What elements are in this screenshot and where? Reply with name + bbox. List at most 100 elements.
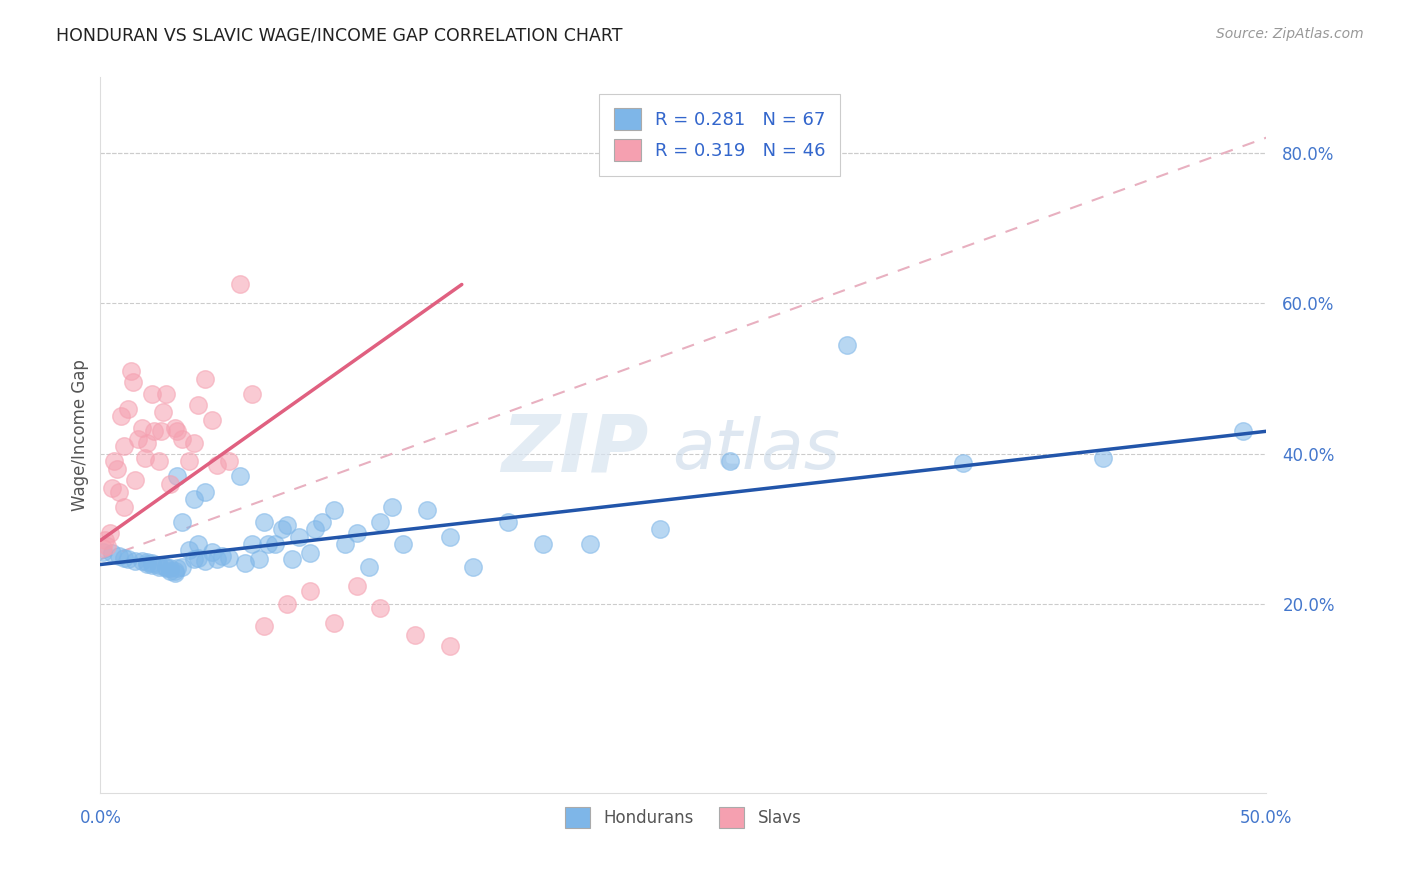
Hondurans: [187, 550, 209, 565]
Hondurans: [141, 556, 163, 570]
Text: ZIP: ZIP: [501, 410, 648, 488]
Slavs: [149, 425, 172, 439]
Slavs: [170, 432, 193, 446]
Slavs: [108, 484, 131, 499]
Slavs: [148, 454, 170, 468]
Text: HONDURAN VS SLAVIC WAGE/INCOME GAP CORRELATION CHART: HONDURAN VS SLAVIC WAGE/INCOME GAP CORRE…: [56, 27, 623, 45]
Slavs: [124, 473, 146, 487]
Text: atlas: atlas: [672, 416, 839, 483]
Slavs: [134, 450, 156, 465]
Hondurans: [952, 456, 974, 470]
Slavs: [131, 420, 153, 434]
Hondurans: [381, 500, 404, 514]
Hondurans: [136, 555, 159, 569]
Slavs: [229, 277, 252, 292]
Hondurans: [155, 561, 177, 575]
Slavs: [201, 413, 224, 427]
Slavs: [404, 627, 426, 641]
Hondurans: [368, 515, 391, 529]
Hondurans: [183, 552, 205, 566]
Legend: Hondurans, Slavs: Hondurans, Slavs: [558, 801, 808, 834]
Hondurans: [148, 558, 170, 573]
Hondurans: [155, 559, 177, 574]
Hondurans: [124, 554, 146, 568]
Hondurans: [287, 530, 309, 544]
Slavs: [187, 398, 209, 412]
Hondurans: [1232, 425, 1254, 439]
Hondurans: [648, 522, 671, 536]
Hondurans: [141, 558, 163, 573]
Hondurans: [229, 469, 252, 483]
Hondurans: [159, 561, 181, 575]
Hondurans: [166, 469, 188, 483]
Hondurans: [159, 564, 181, 578]
Slavs: [205, 458, 228, 472]
Hondurans: [718, 454, 741, 468]
Slavs: [136, 435, 159, 450]
Text: Source: ZipAtlas.com: Source: ZipAtlas.com: [1216, 27, 1364, 41]
Slavs: [127, 432, 149, 446]
Hondurans: [276, 518, 298, 533]
Slavs: [91, 541, 114, 555]
Hondurans: [194, 554, 217, 568]
Hondurans: [233, 556, 256, 570]
Hondurans: [1092, 450, 1115, 465]
Slavs: [155, 386, 177, 401]
Hondurans: [531, 537, 554, 551]
Hondurans: [163, 564, 186, 578]
Hondurans: [304, 522, 326, 536]
Hondurans: [346, 525, 368, 540]
Hondurans: [439, 530, 461, 544]
Hondurans: [280, 552, 302, 566]
Slavs: [240, 386, 263, 401]
Hondurans: [579, 537, 602, 551]
Hondurans: [187, 537, 209, 551]
Hondurans: [322, 503, 344, 517]
Slavs: [117, 401, 139, 416]
Slavs: [141, 386, 163, 401]
Slavs: [94, 533, 117, 548]
Slavs: [276, 598, 298, 612]
Slavs: [322, 616, 344, 631]
Hondurans: [264, 537, 287, 551]
Hondurans: [835, 337, 858, 351]
Slavs: [368, 601, 391, 615]
Slavs: [194, 371, 217, 385]
Hondurans: [205, 552, 228, 566]
Slavs: [166, 425, 188, 439]
Hondurans: [498, 515, 520, 529]
Hondurans: [311, 515, 333, 529]
Slavs: [299, 583, 322, 598]
Hondurans: [252, 515, 274, 529]
Hondurans: [183, 491, 205, 506]
Hondurans: [240, 537, 263, 551]
Slavs: [177, 454, 200, 468]
Hondurans: [335, 537, 357, 551]
Hondurans: [170, 515, 193, 529]
Slavs: [98, 525, 121, 540]
Slavs: [163, 420, 186, 434]
Slavs: [101, 481, 124, 495]
Hondurans: [131, 554, 153, 568]
Slavs: [105, 462, 128, 476]
Slavs: [120, 364, 142, 378]
Hondurans: [170, 559, 193, 574]
Slavs: [112, 500, 135, 514]
Slavs: [152, 405, 174, 419]
Hondurans: [108, 549, 131, 563]
Slavs: [159, 477, 181, 491]
Slavs: [96, 539, 118, 553]
Slavs: [143, 425, 166, 439]
Hondurans: [271, 522, 294, 536]
Slavs: [122, 376, 145, 390]
Hondurans: [91, 545, 114, 559]
Hondurans: [357, 559, 380, 574]
Hondurans: [101, 546, 124, 560]
Hondurans: [112, 550, 135, 565]
Slavs: [183, 435, 205, 450]
Hondurans: [247, 552, 270, 566]
Hondurans: [463, 559, 485, 574]
Slavs: [112, 439, 135, 453]
Hondurans: [163, 566, 186, 580]
Slavs: [110, 409, 132, 424]
